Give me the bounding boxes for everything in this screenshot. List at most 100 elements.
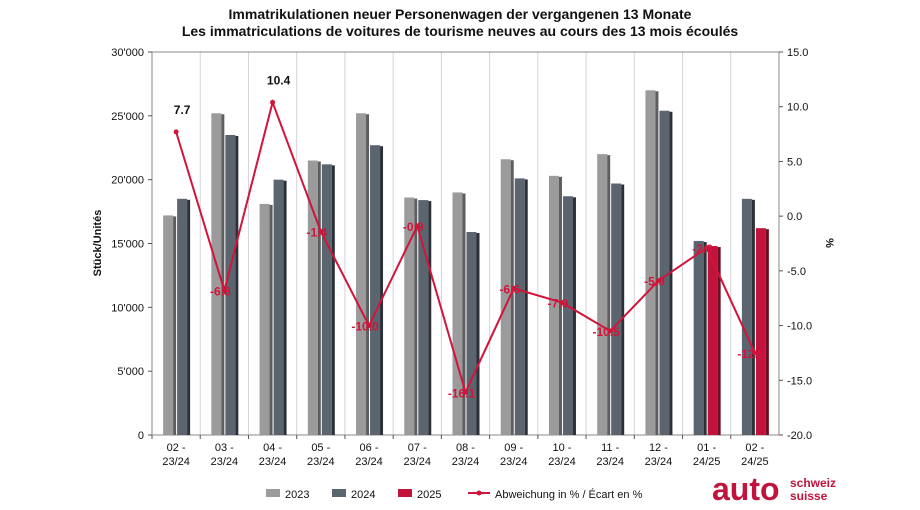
x-tick-label: 05 -	[311, 442, 330, 454]
deviation-point	[414, 223, 420, 229]
x-tick-label: 02 -	[167, 442, 186, 454]
deviation-point	[607, 328, 613, 334]
bar-shade-2024	[235, 135, 239, 435]
y2-tick-label: -5.0	[787, 266, 806, 278]
x-tick-label: 23/24	[404, 456, 432, 468]
x-tick-label: 23/24	[500, 456, 528, 468]
bar-2023	[404, 197, 415, 435]
bar-shade-2024	[476, 233, 480, 435]
y-axis-title: Stück/Unités	[92, 210, 104, 277]
brand-logo-text: auto	[712, 471, 780, 507]
deviation-label: -1.4	[306, 225, 327, 239]
bar-shade-2024	[751, 199, 755, 435]
y2-tick-label: -15.0	[787, 375, 812, 387]
bar-2025	[707, 246, 718, 435]
bar-shade-2023	[173, 216, 177, 435]
x-tick-label: 02 -	[745, 442, 764, 454]
bar-2024	[466, 232, 477, 435]
y2-tick-label: 5.0	[787, 156, 802, 168]
bar-shade-2023	[269, 204, 273, 435]
x-tick-label: 24/25	[741, 456, 769, 468]
bar-shade-2024	[524, 179, 528, 435]
bar-2023	[645, 90, 656, 436]
bar-shade-2024	[380, 146, 384, 436]
bar-shade-2024	[621, 184, 625, 435]
deviation-label: -6.8	[210, 285, 231, 299]
deviation-point	[704, 245, 710, 251]
bar-shade-2025	[765, 229, 769, 435]
x-tick-label: 09 -	[504, 442, 523, 454]
deviation-point	[559, 300, 565, 306]
bar-2024	[611, 183, 622, 435]
y-tick-label: 10'000	[111, 302, 144, 314]
x-tick-label: 23/24	[211, 456, 239, 468]
bar-shade-2025	[717, 247, 721, 435]
deviation-label: -7.9	[548, 297, 569, 311]
x-tick-label: 10 -	[552, 442, 571, 454]
x-tick-label: 06 -	[360, 442, 379, 454]
y2-tick-label: 0.0	[787, 211, 802, 223]
y2-axis-title: %	[823, 238, 835, 248]
bar-2024	[370, 145, 381, 436]
legend-label-2024: 2024	[351, 489, 375, 501]
deviation-point	[752, 350, 758, 356]
x-tick-label: 23/24	[162, 456, 190, 468]
x-tick-label: 23/24	[548, 456, 576, 468]
bar-2023	[259, 203, 270, 435]
y-tick-label: 30'000	[111, 47, 144, 59]
bar-shade-2023	[317, 161, 321, 435]
bar-2024	[514, 178, 525, 435]
bar-2024	[225, 134, 236, 435]
x-tick-label: 24/25	[693, 456, 721, 468]
bar-shade-2024	[187, 199, 191, 435]
bar-2023	[548, 175, 559, 435]
deviation-point	[366, 323, 372, 329]
x-tick-label: 23/24	[596, 456, 624, 468]
bar-shade-2023	[366, 114, 370, 435]
deviation-label: -6.6	[499, 282, 520, 296]
bar-shade-2024	[572, 197, 576, 435]
x-tick-label: 08 -	[456, 442, 475, 454]
y-tick-label: 5'000	[117, 366, 144, 378]
deviation-point	[318, 228, 324, 234]
x-tick-label: 23/24	[307, 456, 335, 468]
y2-tick-label: -20.0	[787, 430, 812, 442]
bar-2025	[755, 228, 766, 435]
bar-shade-2023	[510, 160, 514, 436]
brand-logo-sub1: schweiz	[790, 476, 836, 490]
deviation-point	[270, 99, 276, 105]
bar-2023	[356, 113, 367, 435]
y-tick-label: 20'000	[111, 175, 144, 187]
bar-shade-2023	[558, 176, 562, 435]
bar-2024	[659, 110, 670, 435]
x-tick-label: 07 -	[408, 442, 427, 454]
bar-2024	[177, 198, 188, 435]
bar-2023	[211, 113, 222, 435]
y2-tick-label: 10.0	[787, 102, 808, 114]
chart-subtitle: Les immatriculations de voitures de tour…	[181, 23, 739, 39]
y2-tick-label: 15.0	[787, 47, 808, 59]
x-tick-label: 03 -	[215, 442, 234, 454]
x-tick-label: 01 -	[697, 442, 716, 454]
bar-2023	[163, 215, 174, 435]
legend-label-2025: 2025	[417, 489, 441, 501]
bar-2024	[273, 179, 284, 435]
x-tick-label: 23/24	[452, 456, 480, 468]
legend-label-deviation: Abweichung in % / Écart en %	[495, 488, 643, 501]
y-tick-label: 15'000	[111, 239, 144, 251]
x-tick-label: 23/24	[645, 456, 673, 468]
y-tick-label: 25'000	[111, 111, 144, 123]
x-tick-label: 23/24	[259, 456, 287, 468]
x-tick-label: 11 -	[601, 442, 619, 454]
deviation-label: 7.7	[174, 103, 191, 117]
bar-shade-2024	[283, 180, 287, 435]
legend-line-marker	[476, 490, 482, 496]
bar-shade-2024	[331, 165, 335, 435]
legend-swatch-2024	[332, 489, 346, 497]
bar-2023	[307, 160, 318, 435]
deviation-point	[655, 278, 661, 284]
x-tick-label: 12 -	[649, 442, 668, 454]
chart-title: Immatrikulationen neuer Personenwagen de…	[228, 6, 692, 22]
legend-label-2023: 2023	[285, 489, 309, 501]
